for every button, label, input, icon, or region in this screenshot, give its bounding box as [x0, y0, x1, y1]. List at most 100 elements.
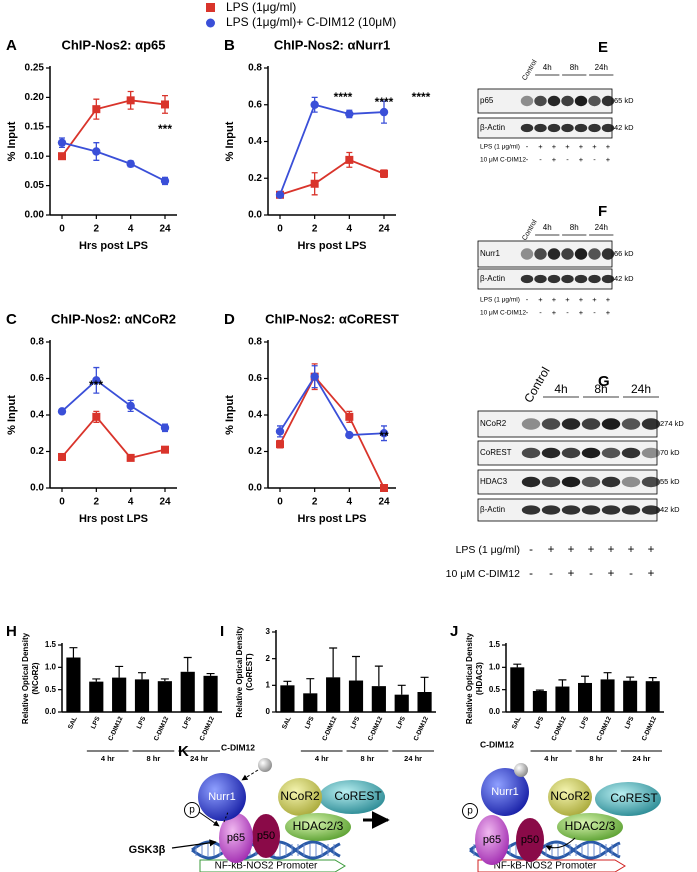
marker: [58, 452, 66, 461]
band: [534, 123, 547, 133]
y-axis-label: Relative Optical Density: [21, 632, 30, 724]
y-tick-label: 0.20: [25, 92, 45, 103]
kinase-label: GSK3β: [129, 844, 166, 856]
panel-label: J: [450, 623, 458, 640]
chart-title: ChIP-Nos2: αCoREST: [265, 311, 399, 326]
bar: [89, 681, 104, 712]
band: [588, 123, 601, 133]
y-tick-label: 0.2: [248, 446, 262, 457]
y-tick-label: 1.5: [45, 640, 57, 649]
row-label: p65: [480, 96, 494, 105]
band: [521, 505, 541, 515]
band: [561, 505, 581, 515]
y-tick-label: 1: [266, 680, 271, 689]
band: [521, 447, 541, 459]
y-axis-label: % Input: [224, 395, 236, 435]
p50: [252, 814, 280, 858]
band: [541, 505, 561, 515]
x-tick-label: 0: [277, 224, 283, 235]
group-label: 4 hr: [544, 754, 558, 763]
x-tick-label: C-DIM12: [550, 715, 567, 742]
legend-swatch: [206, 3, 215, 12]
x-tick-label: 0: [59, 497, 65, 508]
band: [520, 274, 534, 284]
treatment-label: LPS (1 μg/ml): [480, 297, 520, 304]
legend-swatch: [206, 18, 215, 28]
series-line: [61, 379, 166, 429]
series-line: [279, 103, 385, 196]
p65-label: p65: [483, 834, 501, 846]
hdac-label: HDAC2/3: [565, 819, 616, 833]
y-tick-label: 0.0: [248, 210, 262, 221]
bar: [510, 667, 525, 712]
annotation: ****: [412, 90, 431, 104]
p65: [219, 813, 253, 863]
error-bar: [420, 676, 429, 692]
series-line: [61, 99, 166, 157]
x-tick-label: LPS: [350, 715, 362, 730]
band: [601, 123, 615, 133]
marker: [310, 179, 319, 188]
y-tick-label: 0.6: [248, 373, 262, 384]
p50-label: p50: [521, 834, 539, 846]
phospho-label: p: [467, 806, 473, 817]
group-label: 8 hr: [589, 754, 603, 763]
error-bar: [306, 678, 315, 694]
treatment-sign: -: [566, 155, 569, 164]
band: [574, 95, 588, 107]
y-tick-label: 3: [266, 627, 271, 636]
treatment-sign: +: [592, 295, 597, 304]
x-tick-label: LPS: [534, 715, 546, 730]
ligand-label: C-DIM12: [480, 739, 514, 749]
x-tick-label: 2: [94, 497, 100, 508]
nurr1-label: Nurr1: [208, 791, 236, 803]
group-label: 8 hr: [147, 754, 161, 763]
y-axis-label: Relative Optical Density: [235, 626, 244, 718]
band: [588, 95, 601, 107]
treatment-sign: +: [538, 142, 543, 151]
x-tick-label: 4: [347, 224, 353, 235]
size-label: 42 kD: [660, 505, 680, 514]
error-bar: [581, 675, 589, 683]
y-tick-label: 0.4: [248, 136, 262, 147]
treatment-sign: -: [593, 308, 596, 317]
marker: [345, 412, 354, 421]
lane-label: Control: [521, 58, 539, 81]
y-tick-label: 0.8: [248, 337, 262, 348]
marker: [160, 176, 170, 186]
treatment-sign: +: [552, 142, 557, 151]
x-tick-label: 2: [312, 497, 318, 508]
marker: [92, 147, 101, 156]
y-axis-label: (NCoR2): [31, 662, 40, 694]
y-tick-label: 1.5: [489, 640, 501, 649]
marker: [126, 96, 135, 105]
x-tick-label: 24: [159, 497, 171, 508]
treatment-sign: -: [629, 568, 633, 580]
row-label: β-Actin: [480, 505, 505, 514]
bar: [578, 682, 592, 712]
band: [521, 476, 541, 488]
treatment-sign: -: [529, 544, 533, 556]
band: [621, 447, 641, 459]
bar: [371, 686, 386, 712]
p50: [516, 818, 544, 862]
band: [641, 418, 661, 430]
error-bar: [69, 647, 78, 658]
y-tick-label: 0.00: [25, 210, 45, 221]
band: [601, 476, 621, 488]
band: [601, 418, 621, 430]
marker: [380, 484, 388, 492]
error-bar: [397, 684, 406, 695]
treatment-sign: +: [568, 544, 575, 556]
error-bar: [558, 679, 567, 687]
chart-title: ChIP-Nos2: αNCoR2: [51, 311, 176, 326]
y-axis-label: (CoREST): [245, 653, 254, 691]
x-tick-label: 24: [378, 497, 390, 508]
annotation: ****: [334, 90, 353, 104]
band: [561, 95, 574, 107]
marker: [126, 453, 135, 462]
size-label: 274 kD: [660, 419, 684, 428]
y-tick-label: 0.2: [30, 446, 44, 457]
bar: [157, 681, 172, 712]
